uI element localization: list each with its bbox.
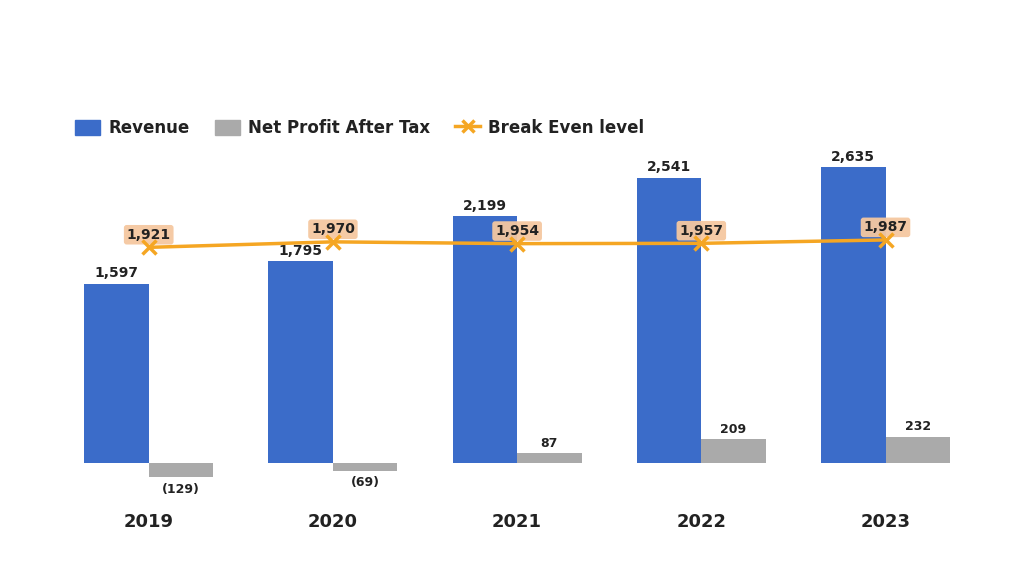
Bar bbox=[453, 216, 517, 463]
Text: 1,921: 1,921 bbox=[127, 228, 171, 242]
Text: 1,795: 1,795 bbox=[279, 244, 323, 258]
Text: 2,541: 2,541 bbox=[647, 160, 691, 174]
Bar bbox=[821, 167, 886, 463]
Text: 232: 232 bbox=[904, 421, 931, 433]
Text: 1,987: 1,987 bbox=[863, 220, 907, 234]
Text: 2,635: 2,635 bbox=[831, 150, 876, 164]
Text: 2,199: 2,199 bbox=[463, 199, 507, 213]
Bar bbox=[84, 284, 148, 463]
Text: 1,954: 1,954 bbox=[495, 224, 540, 238]
Bar bbox=[517, 453, 582, 463]
Bar bbox=[701, 440, 766, 463]
Text: Break Even Chart ($'000): Break Even Chart ($'000) bbox=[340, 51, 694, 76]
Bar bbox=[333, 463, 397, 471]
Text: (69): (69) bbox=[350, 476, 380, 489]
Text: 1,597: 1,597 bbox=[94, 267, 138, 280]
Bar bbox=[268, 261, 333, 463]
Bar bbox=[637, 178, 701, 463]
Text: 1,957: 1,957 bbox=[679, 224, 723, 238]
Bar bbox=[148, 463, 213, 477]
Text: 1,970: 1,970 bbox=[311, 222, 355, 236]
Legend: Revenue, Net Profit After Tax, Break Even level: Revenue, Net Profit After Tax, Break Eve… bbox=[69, 112, 651, 144]
Text: 87: 87 bbox=[541, 437, 558, 449]
Text: (129): (129) bbox=[162, 483, 200, 496]
Bar bbox=[886, 437, 950, 463]
Text: 209: 209 bbox=[721, 423, 746, 436]
